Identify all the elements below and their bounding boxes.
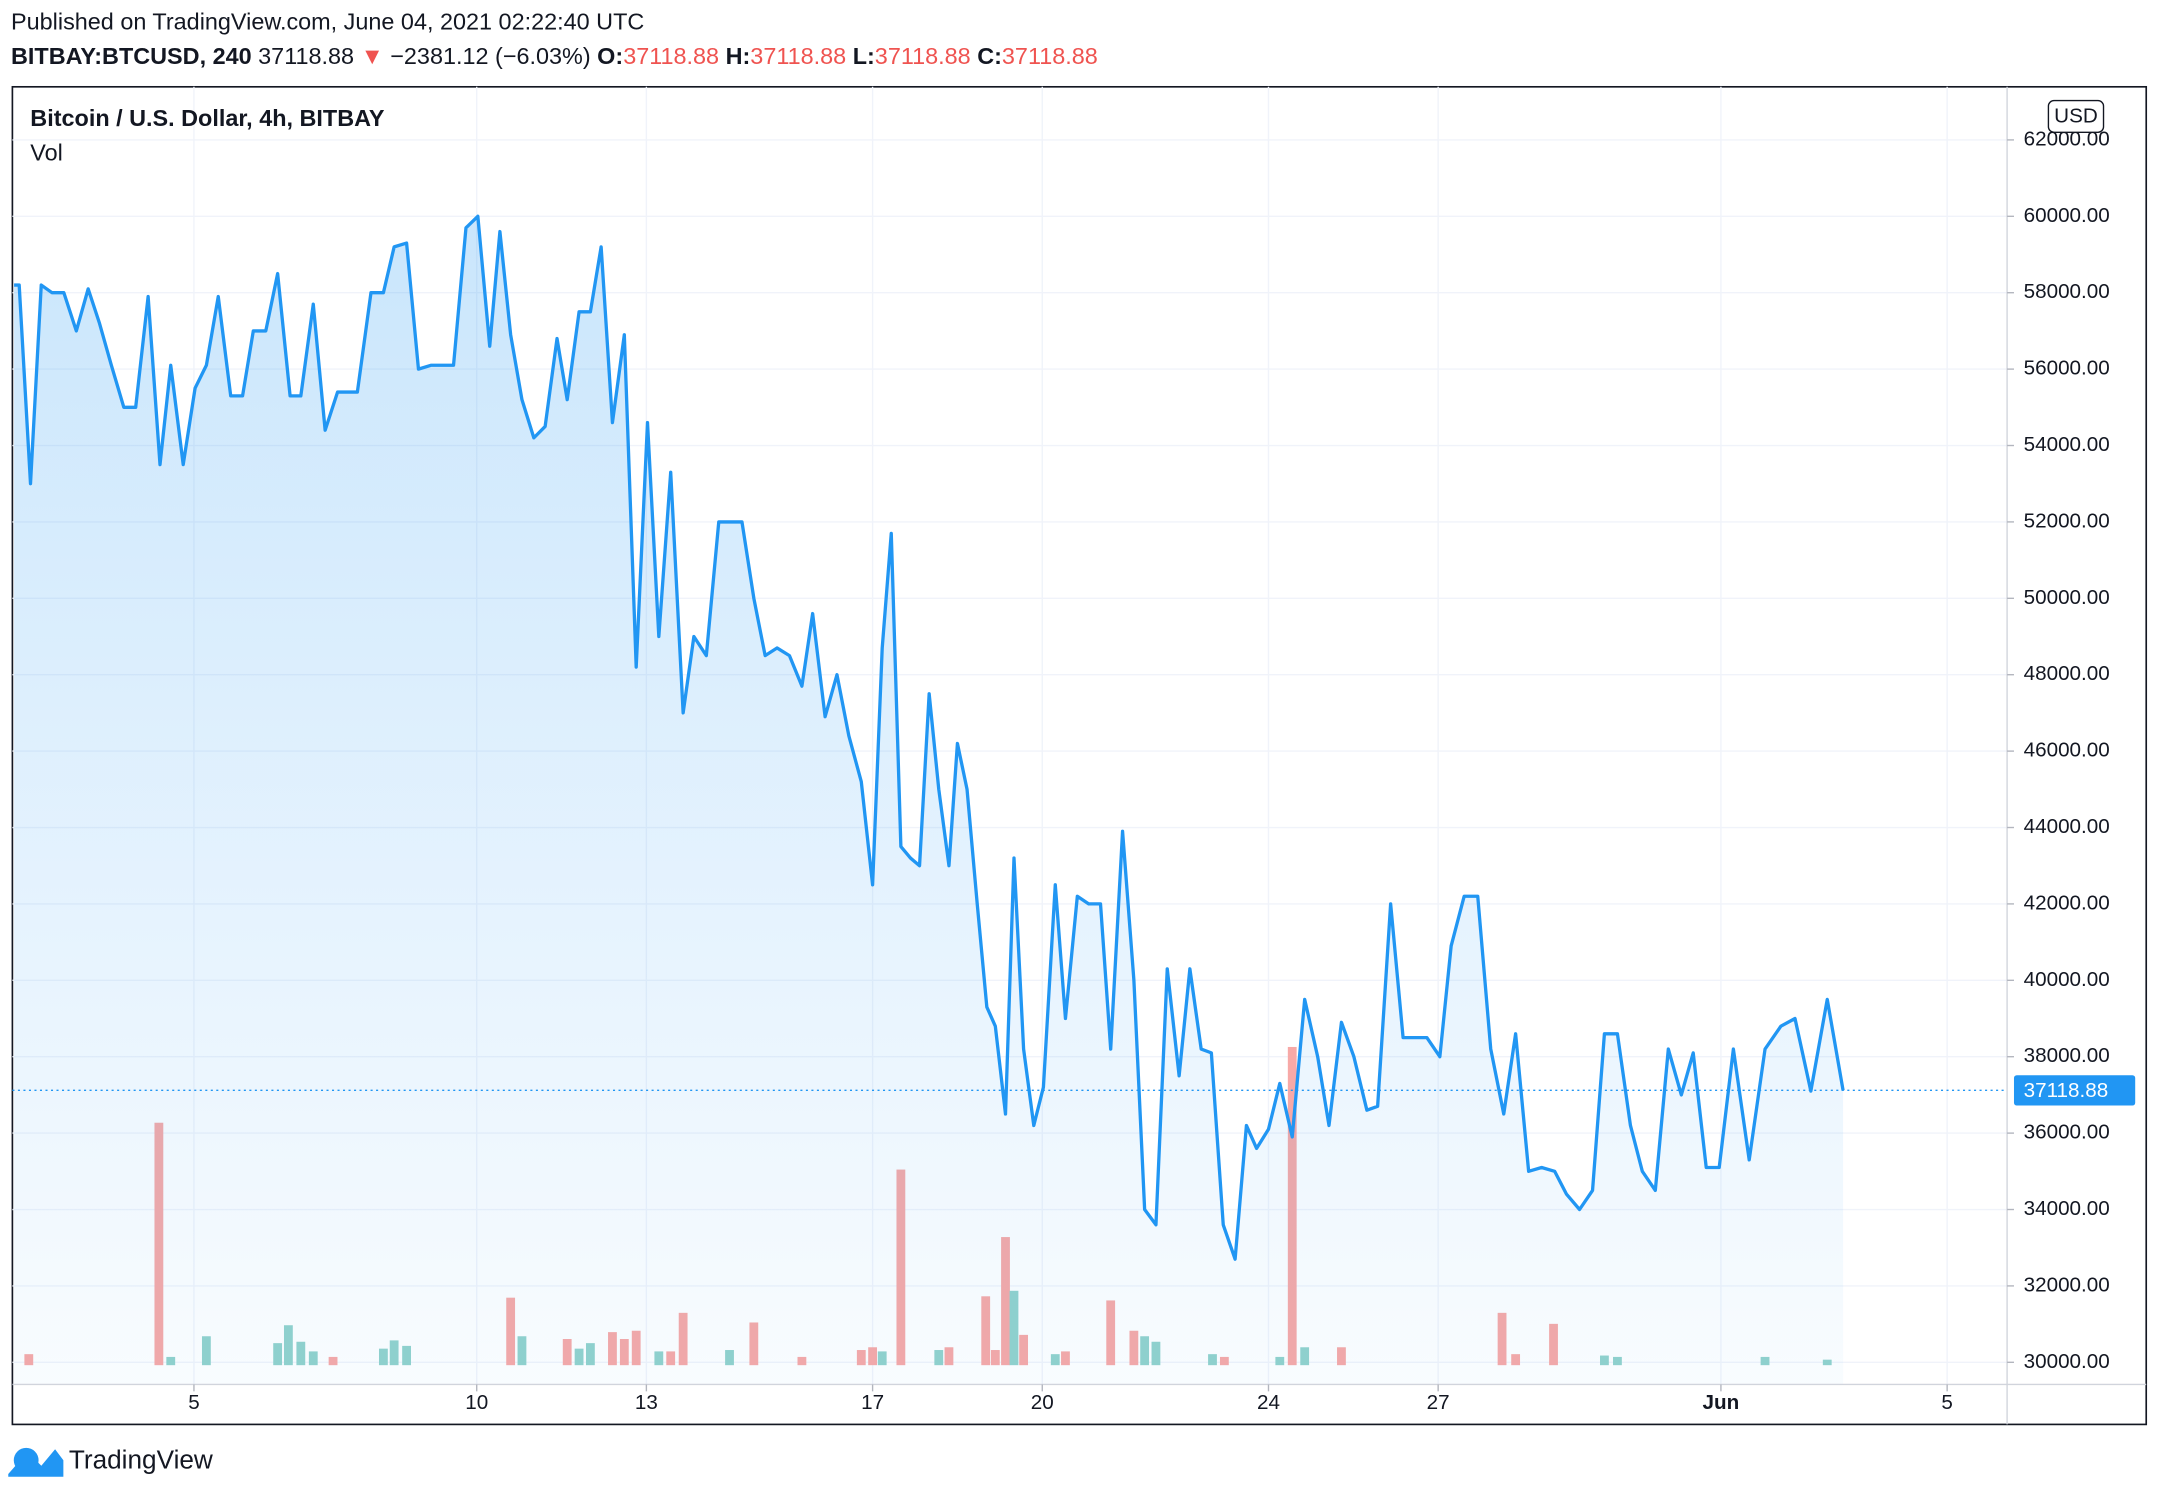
- y-tick-label: 38000.00: [2024, 1044, 2110, 1067]
- currency[interactable]: USD: [2054, 105, 2098, 128]
- x-tick-label: 17: [861, 1391, 884, 1414]
- high-label: H:: [726, 43, 751, 69]
- y-tick-label: 48000.00: [2024, 662, 2110, 685]
- y-tick-label: 34000.00: [2024, 1197, 2110, 1220]
- footer-brand: TradingView: [69, 1445, 213, 1475]
- y-tick-label: 52000.00: [2024, 509, 2110, 532]
- x-tick-label: 20: [1031, 1391, 1054, 1414]
- price-line: [14, 214, 1845, 1261]
- down-arrow: ▼: [361, 43, 384, 69]
- symbol-line: BITBAY:BTCUSD, 240 37118.88 ▼ −2381.12 (…: [11, 43, 1098, 69]
- volume-label: Vol: [30, 139, 63, 165]
- y-tick-label: 42000.00: [2024, 891, 2110, 914]
- y-tick-label: 58000.00: [2024, 280, 2110, 303]
- y-tick-label: 30000.00: [2024, 1350, 2110, 1373]
- change: −2381.12 (−6.03%): [390, 43, 590, 69]
- chart-title: Bitcoin / U.S. Dollar, 4h, BITBAY: [30, 105, 385, 131]
- x-tick-label: 10: [465, 1391, 488, 1414]
- y-tick-label: 44000.00: [2024, 815, 2110, 838]
- y-tick-label: 60000.00: [2024, 204, 2110, 227]
- last-price-label: 37118.88: [2024, 1079, 2109, 1102]
- y-tick-label: 56000.00: [2024, 357, 2110, 380]
- y-tick-label: 54000.00: [2024, 433, 2110, 456]
- high-value: 37118.88: [750, 43, 846, 69]
- y-tick-label: 36000.00: [2024, 1121, 2110, 1144]
- x-tick-label: Jun: [1703, 1391, 1740, 1414]
- x-tick-label: 24: [1257, 1391, 1280, 1414]
- low-label: L:: [853, 43, 875, 69]
- close-value: 37118.88: [1002, 43, 1098, 69]
- x-tick-label: 27: [1427, 1391, 1450, 1414]
- y-tick-label: 46000.00: [2024, 739, 2110, 762]
- x-tick-label: 5: [1941, 1391, 1953, 1414]
- y-tick-label: 40000.00: [2024, 968, 2110, 991]
- symbol: BITBAY:BTCUSD, 240: [11, 43, 252, 69]
- y-tick-label: 32000.00: [2024, 1273, 2110, 1296]
- footer-logo: [8, 1447, 64, 1477]
- last-price-tag: [2013, 1075, 2136, 1106]
- price-area: [14, 216, 1844, 1385]
- low-value: 37118.88: [875, 43, 971, 69]
- y-tick-label: 62000.00: [2024, 127, 2110, 150]
- open-label: O:: [597, 43, 623, 69]
- open-value: 37118.88: [623, 43, 719, 69]
- y-tick-label: 50000.00: [2024, 586, 2110, 609]
- x-tick-label: 13: [635, 1391, 658, 1414]
- published-note: Published on TradingView.com, June 04, 2…: [11, 9, 644, 35]
- currency-badge[interactable]: [2047, 99, 2105, 133]
- last-price: 37118.88: [258, 43, 354, 69]
- x-tick-label: 5: [188, 1391, 199, 1414]
- close-label: C:: [977, 43, 1002, 69]
